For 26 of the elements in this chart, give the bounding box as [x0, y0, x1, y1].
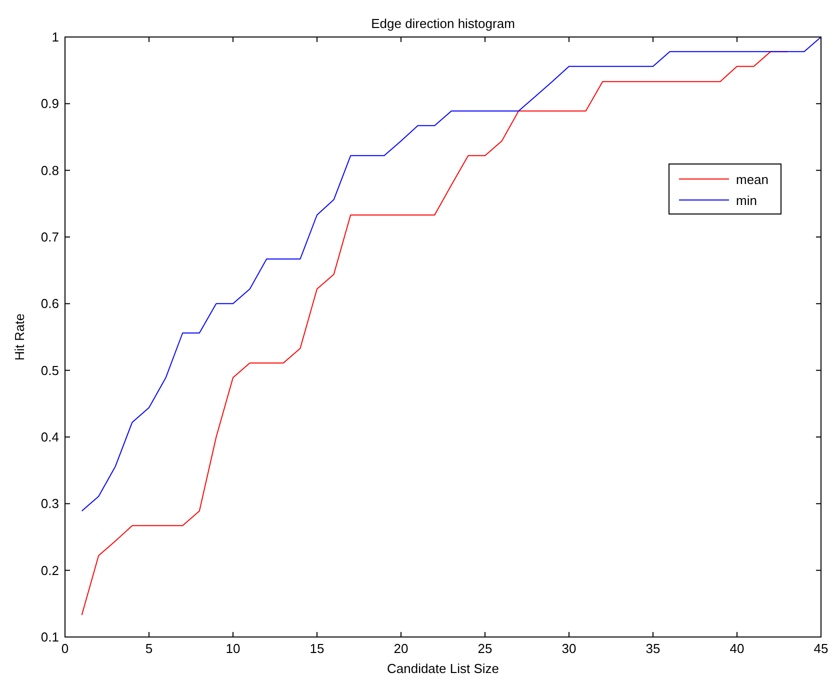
- x-axis-title: Candidate List Size: [386, 661, 500, 676]
- line-series: [81, 36, 822, 512]
- y-tick-label: 1: [52, 30, 59, 44]
- y-tick-label: 0.8: [40, 162, 59, 178]
- x-tick-label: 5: [145, 641, 153, 656]
- y-axis-title: Hit Rate: [12, 314, 27, 360]
- y-tick-label: 0.3: [40, 496, 59, 512]
- x-tick-label: 40: [730, 641, 744, 656]
- y-tick-label: 0.1: [40, 630, 59, 644]
- y-tick-label: 0.2: [40, 562, 59, 578]
- x-tick-label: 20: [394, 641, 408, 656]
- x-tick-label: 10: [226, 641, 240, 656]
- y-tick-label: 0.4: [40, 430, 59, 444]
- y-tick-label: 0.5: [40, 362, 59, 378]
- x-tick-label: 0: [61, 641, 69, 656]
- x-tick-label: 35: [646, 641, 660, 656]
- x-tick-label: 30: [562, 641, 576, 656]
- y-tick-label: 0.6: [40, 296, 59, 312]
- y-tick-label: 0.7: [40, 230, 59, 244]
- y-tick-label: 0.9: [40, 96, 59, 112]
- x-tick-label: 45: [814, 641, 828, 656]
- legend-label: min: [736, 193, 757, 208]
- x-tick-label: 15: [310, 641, 324, 656]
- legend-label: mean: [736, 172, 769, 187]
- x-tick-label: 25: [478, 641, 492, 656]
- chart-title: Edge direction histogram: [371, 16, 515, 31]
